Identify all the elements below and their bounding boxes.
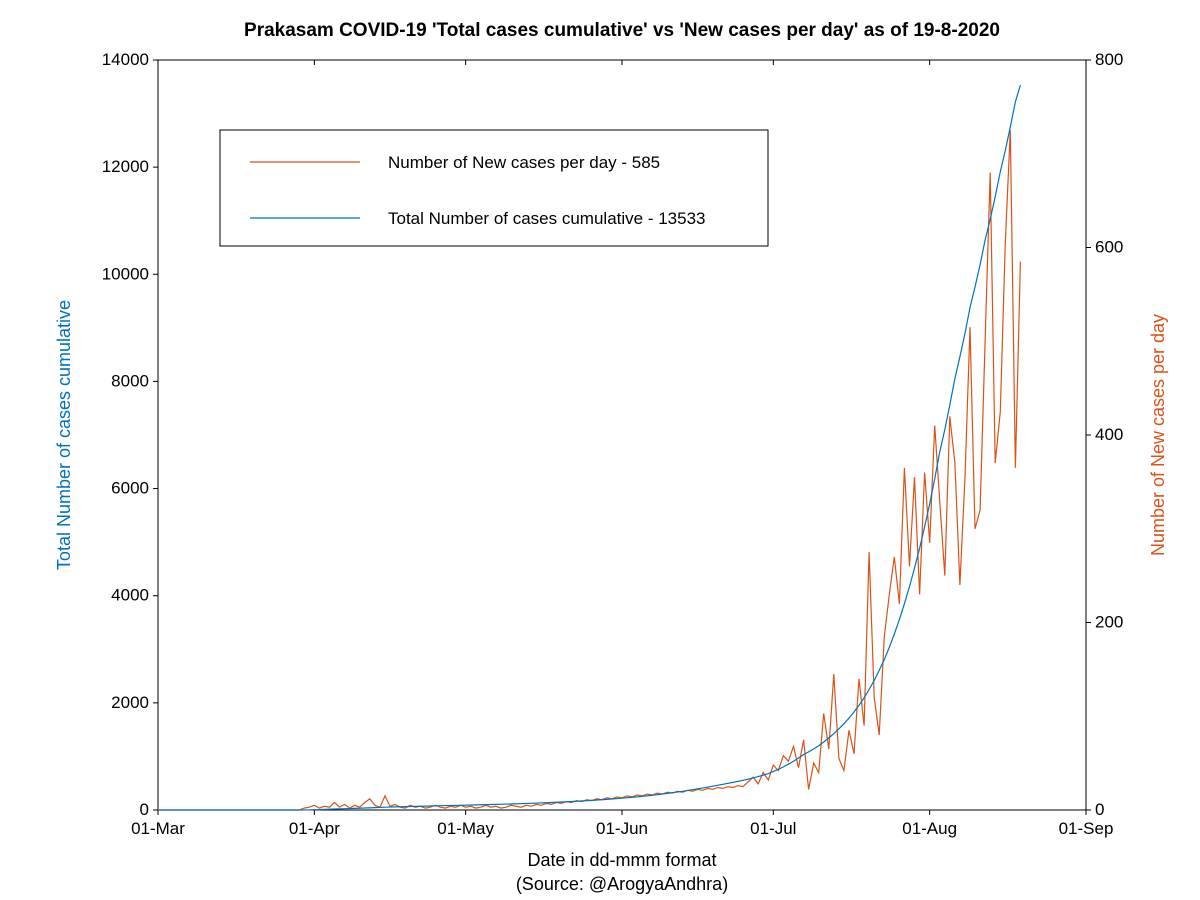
x-axis-label-1: Date in dd-mmm format xyxy=(527,850,716,870)
x-axis-label-2: (Source: @ArogyaAndhra) xyxy=(516,874,728,894)
yr-tick-label: 200 xyxy=(1095,613,1123,632)
legend-label: Total Number of cases cumulative - 13533 xyxy=(388,209,706,228)
legend-label: Number of New cases per day - 585 xyxy=(388,153,660,172)
x-tick-label: 01-Jun xyxy=(596,819,648,838)
x-tick-label: 01-Aug xyxy=(902,819,957,838)
legend-box xyxy=(220,130,768,246)
yl-tick-label: 0 xyxy=(140,800,149,819)
yl-tick-label: 2000 xyxy=(111,693,149,712)
yl-tick-label: 10000 xyxy=(102,264,149,283)
yr-tick-label: 600 xyxy=(1095,238,1123,257)
yl-tick-label: 8000 xyxy=(111,371,149,390)
chart-title: Prakasam COVID-19 'Total cases cumulativ… xyxy=(244,20,1000,41)
x-tick-label: 01-Jul xyxy=(750,819,796,838)
chart-svg: Prakasam COVID-19 'Total cases cumulativ… xyxy=(0,0,1200,900)
yr-tick-label: 0 xyxy=(1095,800,1104,819)
yl-tick-label: 6000 xyxy=(111,479,149,498)
x-tick-label: 01-May xyxy=(437,819,494,838)
chart-container: Prakasam COVID-19 'Total cases cumulativ… xyxy=(0,0,1200,900)
yr-tick-label: 800 xyxy=(1095,50,1123,69)
yl-tick-label: 12000 xyxy=(102,157,149,176)
x-tick-label: 01-Sep xyxy=(1059,819,1114,838)
yr-tick-label: 400 xyxy=(1095,425,1123,444)
yl-tick-label: 14000 xyxy=(102,50,149,69)
x-tick-label: 01-Apr xyxy=(289,819,340,838)
yl-tick-label: 4000 xyxy=(111,586,149,605)
y-right-label: Number of New cases per day xyxy=(1148,314,1168,556)
x-tick-label: 01-Mar xyxy=(131,819,185,838)
y-left-label: Total Number of cases cumulative xyxy=(54,300,74,570)
